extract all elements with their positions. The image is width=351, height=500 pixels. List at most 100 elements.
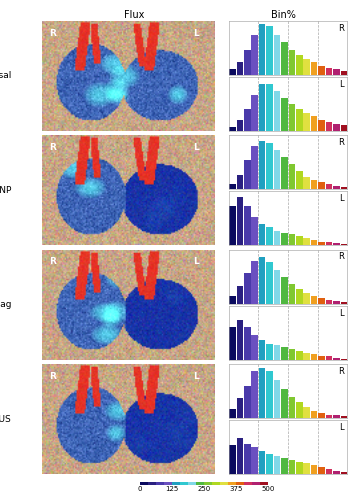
Bar [303,58,310,75]
Bar [266,372,273,418]
Bar [333,70,340,75]
Bar [340,244,347,246]
Bar [259,451,265,474]
Bar [333,244,340,246]
Bar [318,182,325,189]
Bar [251,95,258,131]
Bar [266,142,273,189]
Text: +MNP: +MNP [0,186,11,195]
Bar [318,298,325,304]
Text: R: R [49,28,56,38]
Bar [311,180,317,189]
Text: L: L [194,258,199,266]
Bar [296,172,303,189]
Bar [228,482,236,486]
Bar [237,320,243,360]
Text: L: L [339,423,344,432]
Bar [326,469,332,474]
Bar [296,462,303,474]
Bar [244,386,251,418]
Bar [140,482,148,486]
Text: L: L [194,372,199,381]
Bar [281,390,288,418]
Bar [289,50,295,75]
Text: R: R [338,24,344,32]
Text: L: L [194,143,199,152]
Bar [311,240,317,246]
Bar [259,24,265,75]
Bar [244,444,251,474]
Bar [340,71,347,75]
Text: L: L [339,80,344,88]
Bar [274,346,280,360]
Bar [259,257,265,304]
Bar [237,120,243,131]
Bar [281,276,288,303]
Bar [318,467,325,474]
Text: L: L [339,194,344,203]
Bar [259,340,265,359]
Bar [251,372,258,418]
Bar [289,164,295,189]
Bar [281,458,288,474]
Bar [266,228,273,246]
Bar [236,482,244,486]
Bar [266,454,273,474]
Bar [196,482,204,486]
Bar [237,398,243,418]
Bar [244,273,251,304]
Bar [172,482,180,486]
Bar [326,184,332,189]
Bar [289,234,295,246]
Bar [164,482,172,486]
Bar [237,286,243,304]
Bar [303,464,310,474]
Text: 500: 500 [261,486,275,492]
Bar [274,35,280,75]
Bar [340,126,347,131]
Bar [333,124,340,131]
Bar [303,176,310,189]
Bar [274,150,280,189]
Bar [303,408,310,418]
Bar [229,70,236,75]
Bar [237,175,243,189]
Bar [296,110,303,131]
Bar [333,416,340,418]
Bar [311,116,317,131]
Text: −Mag: −Mag [0,300,11,310]
Bar [266,262,273,304]
Bar [244,206,251,246]
Bar [274,92,280,131]
Bar [266,84,273,131]
Bar [333,358,340,360]
Bar [251,334,258,359]
Bar [311,465,317,474]
Bar [326,68,332,75]
Bar [274,270,280,304]
Bar [289,284,295,304]
Text: Basal: Basal [0,72,11,80]
Text: L: L [339,308,344,318]
Bar [303,113,310,131]
Bar [229,409,236,418]
Bar [229,446,236,474]
Bar [251,447,258,474]
Text: R: R [49,258,56,266]
Bar [303,352,310,360]
Bar [229,206,236,246]
Bar [318,66,325,75]
Bar [260,482,269,486]
Bar [326,242,332,246]
Bar [148,482,156,486]
Bar [318,242,325,246]
Bar [326,414,332,418]
Text: 250: 250 [197,486,211,492]
Bar [318,412,325,418]
Bar [237,197,243,246]
Bar [244,482,252,486]
Bar [296,350,303,360]
Bar [281,42,288,75]
Text: 375: 375 [229,486,243,492]
Bar [303,293,310,304]
